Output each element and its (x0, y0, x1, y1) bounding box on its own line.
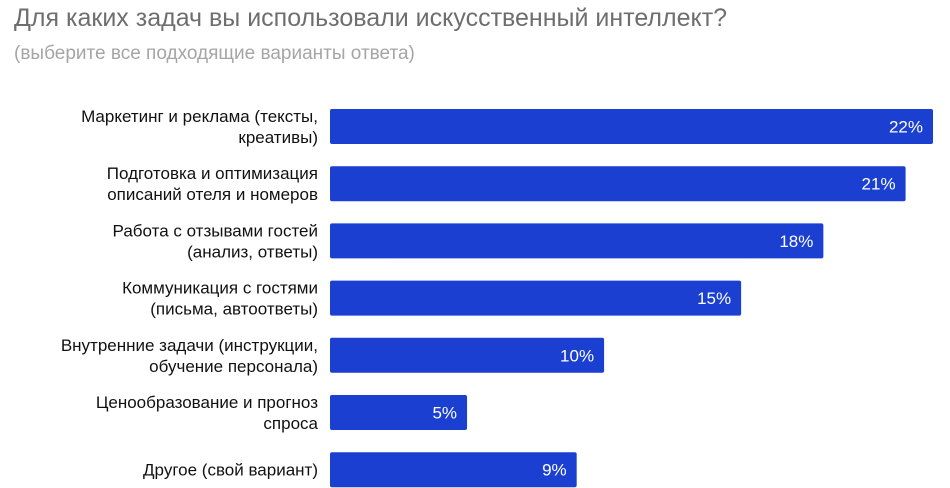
category-label: Другое (свой вариант) (143, 461, 318, 480)
value-label: 21% (862, 175, 896, 194)
bar (330, 223, 824, 259)
value-label: 5% (432, 404, 457, 423)
bar (330, 109, 933, 144)
value-label: 15% (697, 289, 731, 308)
category-label: Подготовка и оптимизация (107, 164, 318, 183)
category-label: Маркетинг и реклама (тексты, (81, 107, 318, 126)
category-label: (анализ, ответы) (187, 242, 318, 261)
value-label: 18% (779, 232, 813, 251)
category-label: Коммуникация с гостями (122, 279, 318, 298)
bar (330, 452, 577, 488)
category-label: описаний отеля и номеров (107, 185, 318, 204)
chart-subtitle: (выберите все подходящие варианты ответа… (14, 43, 415, 64)
value-label: 10% (560, 346, 594, 365)
category-label: Работа с отзывами гостей (113, 221, 318, 240)
bar (330, 166, 906, 202)
category-label: обучение персонала) (149, 357, 318, 376)
category-label: Ценообразование и прогноз (96, 393, 318, 412)
category-label: (письма, автоответы) (150, 300, 318, 319)
value-label: 22% (889, 118, 923, 137)
bar (330, 395, 468, 430)
bar (330, 337, 605, 373)
category-label: креативы) (238, 128, 318, 147)
bar (330, 280, 742, 316)
value-label: 9% (542, 461, 567, 480)
chart-title: Для каких задач вы использовали искусств… (14, 4, 728, 32)
category-label: Внутренние задачи (инструкции, (61, 336, 318, 355)
category-label: спроса (263, 414, 318, 433)
